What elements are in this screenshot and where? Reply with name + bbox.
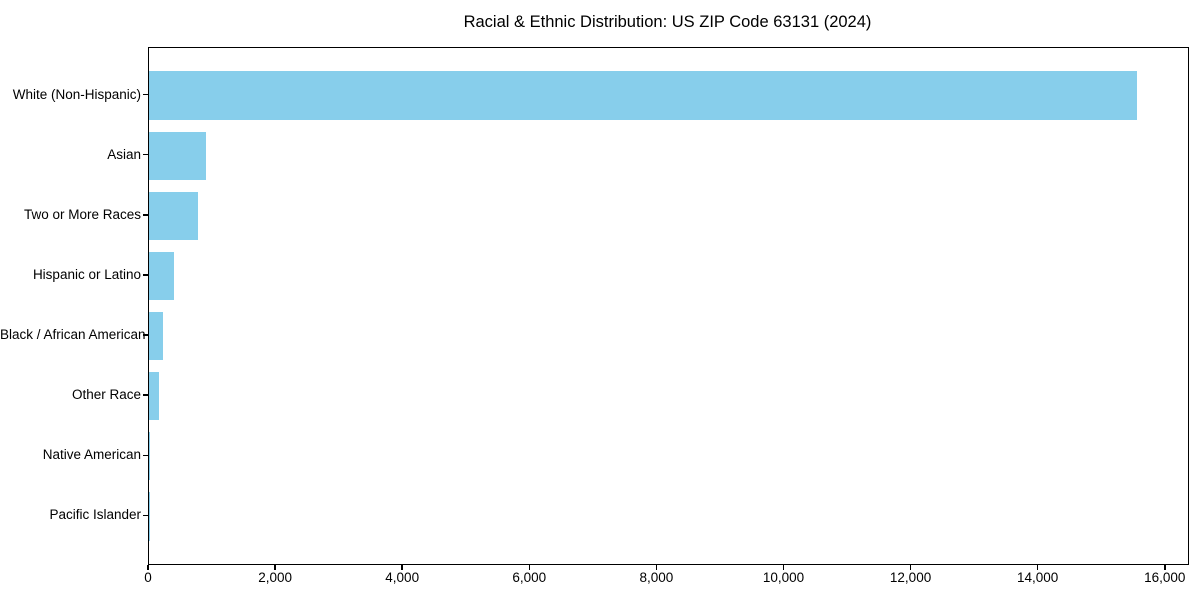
y-tick-mark bbox=[143, 454, 148, 457]
y-tick-mark bbox=[143, 214, 148, 216]
y-tick-mark bbox=[143, 394, 148, 396]
x-tick-label-8000: 8,000 bbox=[639, 570, 674, 585]
bar-two-or-more-races bbox=[149, 191, 198, 240]
y-tick-mark bbox=[143, 274, 148, 276]
x-tick-mark bbox=[782, 564, 785, 570]
x-tick-mark bbox=[655, 564, 658, 570]
y-axis-label-white-non-hispanic: White (Non-Hispanic) bbox=[12, 86, 141, 102]
bar-asian bbox=[149, 131, 207, 180]
bar-other-race bbox=[149, 372, 160, 421]
x-tick-label-4000: 4,000 bbox=[385, 570, 420, 585]
bar-native-american bbox=[149, 432, 150, 481]
y-axis-label-pacific-islander: Pacific Islander bbox=[49, 507, 141, 523]
x-tick-label-0: 0 bbox=[144, 570, 152, 585]
x-tick-mark bbox=[274, 564, 276, 570]
y-axis-label-other-race: Other Race bbox=[71, 387, 141, 403]
x-tick-mark bbox=[1036, 564, 1039, 570]
y-tick-mark bbox=[143, 514, 148, 517]
x-tick-label-14000: 14,000 bbox=[1017, 570, 1059, 585]
y-axis-label-asian: Asian bbox=[107, 146, 141, 162]
y-axis-label-black-african-american: Black / African American bbox=[0, 327, 146, 343]
x-tick-mark bbox=[147, 564, 149, 570]
x-tick-mark bbox=[401, 564, 403, 570]
y-axis-label-hispanic-or-latino: Hispanic or Latino bbox=[32, 266, 141, 282]
y-axis-label-native-american: Native American bbox=[42, 447, 141, 463]
plot-area bbox=[148, 47, 1189, 565]
y-tick-mark bbox=[143, 93, 148, 96]
x-tick-label-16000: 16,000 bbox=[1144, 570, 1186, 585]
bar-white-non-hispanic bbox=[149, 71, 1137, 120]
x-tick-mark bbox=[528, 564, 531, 570]
x-tick-mark bbox=[909, 564, 912, 570]
y-axis-label-two-or-more-races: Two or More Races bbox=[23, 206, 141, 222]
x-tick-label-10000: 10,000 bbox=[762, 570, 805, 585]
x-tick-label-6000: 6,000 bbox=[512, 570, 547, 585]
x-tick-label-12000: 12,000 bbox=[889, 570, 932, 585]
x-tick-label-2000: 2,000 bbox=[258, 570, 292, 585]
y-tick-mark bbox=[143, 334, 148, 336]
y-tick-mark bbox=[143, 153, 148, 156]
bar-hispanic-or-latino bbox=[149, 251, 175, 300]
chart-title: Racial & Ethnic Distribution: US ZIP Cod… bbox=[463, 13, 872, 31]
bar-black-african-american bbox=[149, 312, 163, 361]
x-tick-mark bbox=[1164, 564, 1166, 570]
